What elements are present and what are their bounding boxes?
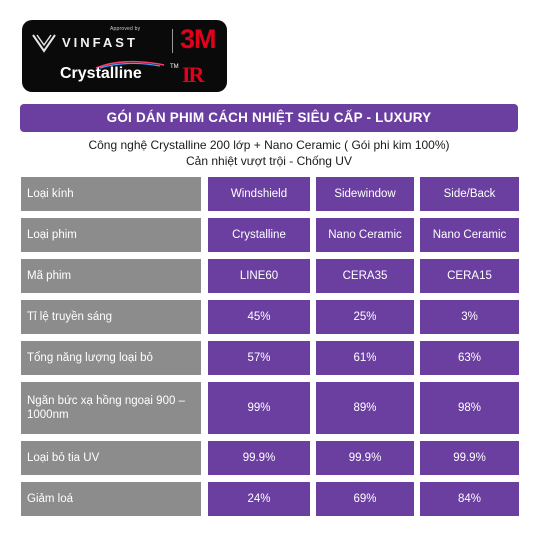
table-cell: 61% — [316, 341, 414, 375]
row-label: Loại phim — [21, 218, 201, 252]
feature-subtitle: Cản nhiệt vượt trội - Chống UV — [186, 154, 352, 168]
ir-logo: IR — [182, 62, 204, 87]
brand-logo-panel: Approved by VINFAST 3M Crystalline TM IR — [22, 20, 227, 92]
table-cell: 3% — [420, 300, 519, 334]
table-cell: LINE60 — [208, 259, 310, 293]
table-cell: 69% — [316, 482, 414, 516]
table-cell: 98% — [420, 382, 519, 434]
table-cell: 99.9% — [208, 441, 310, 475]
table-cell: 89% — [316, 382, 414, 434]
table-cell: 99.9% — [316, 441, 414, 475]
table-cell: CERA35 — [316, 259, 414, 293]
trademark-mark: TM — [170, 64, 179, 70]
row-label: Tổng năng lượng loại bỏ — [21, 341, 201, 375]
table-cell: 99.9% — [420, 441, 519, 475]
logo-divider — [172, 29, 173, 53]
table-cell: Nano Ceramic — [316, 218, 414, 252]
row-label: Tỉ lệ truyền sáng — [21, 300, 201, 334]
package-title-banner: GÓI DÁN PHIM CÁCH NHIỆT SIÊU CẤP - LUXUR… — [20, 104, 518, 132]
table-cell: Nano Ceramic — [420, 218, 519, 252]
vinfast-wordmark: VINFAST — [62, 35, 138, 50]
table-cell: Sidewindow — [316, 177, 414, 211]
row-label: Loại bỏ tia UV — [21, 441, 201, 475]
table-cell: 63% — [420, 341, 519, 375]
table-cell: 45% — [208, 300, 310, 334]
table-cell: CERA15 — [420, 259, 519, 293]
table-cell: Crystalline — [208, 218, 310, 252]
row-label: Giảm loá — [21, 482, 201, 516]
row-label: Mã phim — [21, 259, 201, 293]
brand-3m-logo: 3M — [180, 24, 217, 54]
table-cell: 57% — [208, 341, 310, 375]
car-swoosh-icon — [95, 60, 165, 69]
vinfast-logo-icon — [32, 34, 56, 53]
row-label: Loại kính — [21, 177, 201, 211]
approved-by-text: Approved by — [110, 26, 141, 32]
crystalline-wordmark: Crystalline — [60, 65, 142, 82]
table-cell: 84% — [420, 482, 519, 516]
technology-subtitle: Công nghệ Crystalline 200 lớp + Nano Cer… — [88, 138, 450, 152]
table-cell: 24% — [208, 482, 310, 516]
table-cell: 25% — [316, 300, 414, 334]
row-label: Ngăn bức xạ hồng ngoại 900 – 1000nm — [21, 382, 201, 434]
table-cell: 99% — [208, 382, 310, 434]
table-cell: Windshield — [208, 177, 310, 211]
table-cell: Side/Back — [420, 177, 519, 211]
